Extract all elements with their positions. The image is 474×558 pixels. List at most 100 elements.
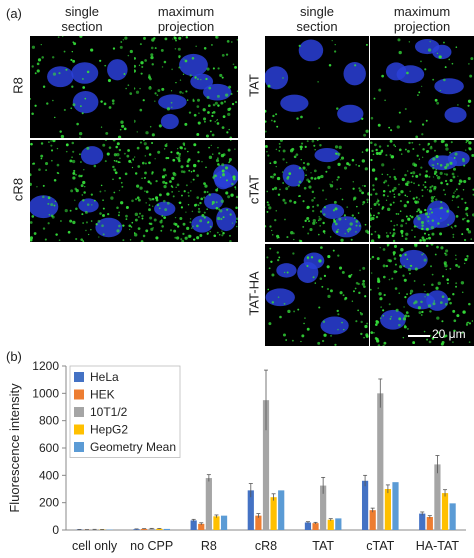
bar-hek-5 <box>369 510 376 530</box>
signal-dot <box>421 224 424 227</box>
scale-bar-line <box>408 335 430 337</box>
signal-dot <box>407 314 410 318</box>
signal-dot <box>423 232 426 235</box>
signal-dot <box>277 193 281 196</box>
signal-dot <box>389 175 391 178</box>
signal-dot <box>117 135 122 138</box>
signal-dot <box>310 176 314 180</box>
signal-dot <box>176 225 180 228</box>
signal-dot <box>181 36 184 37</box>
signal-dot <box>181 194 183 197</box>
signal-dot <box>449 267 452 270</box>
signal-dot <box>140 61 144 65</box>
signal-dot <box>325 170 328 173</box>
signal-dot <box>425 237 428 240</box>
signal-dot <box>161 215 164 217</box>
signal-dot <box>370 116 374 120</box>
signal-dot <box>72 171 76 175</box>
signal-dot <box>110 196 114 200</box>
signal-dot <box>377 344 381 346</box>
signal-dot <box>313 144 316 147</box>
signal-dot <box>116 206 119 209</box>
signal-dot <box>216 187 219 190</box>
signal-dot <box>111 99 115 103</box>
signal-dot <box>228 107 232 110</box>
signal-dot <box>226 40 230 43</box>
signal-dot <box>173 229 177 233</box>
signal-dot <box>210 130 212 133</box>
signal-dot <box>309 228 313 232</box>
signal-dot <box>119 45 123 49</box>
y-tick-label: 1000 <box>32 386 59 400</box>
signal-dot <box>356 205 358 208</box>
signal-dot <box>136 131 138 133</box>
signal-dot <box>439 171 443 175</box>
signal-dot <box>382 264 386 268</box>
right-col-head-max: maximum projection <box>370 4 474 34</box>
signal-dot <box>186 164 190 168</box>
nucleus <box>303 252 325 270</box>
signal-dot <box>457 265 461 269</box>
signal-dot <box>430 244 434 246</box>
nucleus <box>434 78 464 95</box>
signal-dot <box>86 203 90 206</box>
signal-dot <box>151 172 154 175</box>
signal-dot <box>199 219 203 223</box>
signal-dot <box>455 254 457 256</box>
signal-dot <box>177 148 179 150</box>
signal-dot <box>123 73 126 75</box>
nucleus <box>107 59 128 81</box>
signal-dot <box>344 232 346 235</box>
signal-dot <box>136 146 140 150</box>
signal-dot <box>175 186 177 188</box>
signal-dot <box>82 180 86 185</box>
signal-dot <box>215 201 218 204</box>
signal-dot <box>371 216 375 221</box>
signal-dot <box>458 182 461 186</box>
signal-dot <box>327 294 331 298</box>
signal-dot <box>278 149 281 152</box>
signal-dot <box>47 202 50 205</box>
signal-dot <box>377 198 379 200</box>
signal-dot <box>71 156 73 159</box>
signal-dot <box>46 102 49 105</box>
signal-dot <box>123 127 127 131</box>
signal-dot <box>178 66 181 69</box>
signal-dot <box>221 169 225 173</box>
signal-dot <box>191 210 194 213</box>
signal-dot <box>173 36 176 39</box>
signal-dot <box>265 120 267 123</box>
legend-label: Geometry Mean <box>90 440 176 454</box>
y-tick-label: 600 <box>39 441 59 455</box>
signal-dot <box>351 300 354 303</box>
signal-dot <box>52 140 56 143</box>
signal-dot <box>471 320 474 322</box>
signal-dot <box>432 164 435 167</box>
signal-dot <box>275 166 277 168</box>
signal-dot <box>236 90 238 92</box>
signal-dot <box>403 278 407 282</box>
signal-dot <box>452 167 456 171</box>
signal-dot <box>150 227 154 231</box>
signal-dot <box>407 267 412 272</box>
signal-dot <box>31 163 34 165</box>
signal-dot <box>282 333 286 337</box>
nucleus <box>72 91 99 114</box>
signal-dot <box>375 178 378 181</box>
signal-dot <box>379 246 381 249</box>
signal-dot <box>221 163 225 167</box>
signal-dot <box>430 196 435 200</box>
signal-dot <box>55 233 58 236</box>
signal-dot <box>174 48 177 50</box>
signal-dot <box>71 50 73 53</box>
signal-dot <box>300 142 304 145</box>
bar-geometry-mean-6 <box>449 503 456 530</box>
signal-dot <box>99 190 102 193</box>
signal-dot <box>71 141 75 145</box>
signal-dot <box>446 278 450 281</box>
bar-10t1-2-4 <box>320 485 327 530</box>
signal-dot <box>197 121 201 125</box>
signal-dot <box>316 204 320 207</box>
signal-dot <box>406 170 409 172</box>
signal-dot <box>217 94 220 98</box>
